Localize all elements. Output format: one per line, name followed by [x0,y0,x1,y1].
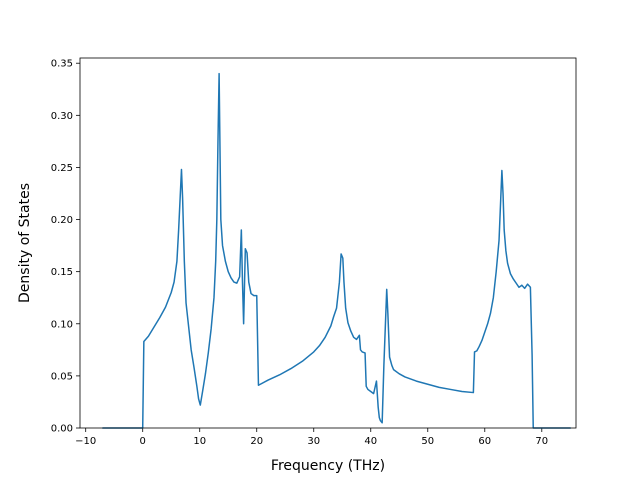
x-tick-label: 50 [421,436,434,447]
y-tick-label: 0.30 [51,111,73,122]
plot-frame [79,57,577,429]
x-axis-label: Frequency (THz) [271,458,385,474]
x-tick-label: 0 [140,436,146,447]
y-tick-label: 0.15 [51,267,73,278]
x-tick-label: −10 [75,436,96,447]
y-tick-label: 0.05 [51,371,73,382]
x-tick-label: 10 [193,436,206,447]
x-tick-label: 20 [250,436,263,447]
x-axis-ticks: −10 0 10 20 30 40 50 60 70 [75,428,548,447]
y-tick-label: 0.20 [51,215,73,226]
x-tick-label: 30 [307,436,320,447]
x-tick-label: 70 [535,436,548,447]
y-tick-label: 0.00 [51,424,73,435]
y-tick-label: 0.25 [51,163,73,174]
y-axis-ticks: 0.00 0.05 0.10 0.15 0.20 0.25 0.30 0.35 [51,59,80,435]
x-tick-label: 60 [478,436,491,447]
y-tick-label: 0.10 [51,319,73,330]
y-axis-label: Density of States [17,183,33,303]
x-tick-label: 40 [364,436,377,447]
y-tick-label: 0.35 [51,59,73,70]
dos-series-line [102,72,572,429]
